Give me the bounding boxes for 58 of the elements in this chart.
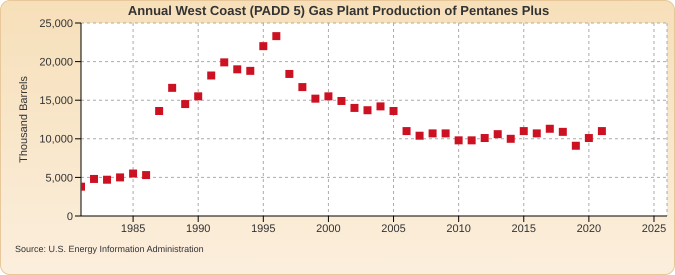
y-axis-title: Thousand Barrels [18, 76, 30, 163]
point [194, 92, 202, 100]
point [220, 58, 228, 66]
point [298, 83, 306, 92]
source-note: Source: U.S. Energy Information Administration [15, 244, 204, 254]
point [90, 174, 98, 183]
point [311, 94, 320, 103]
point [546, 124, 554, 133]
point [520, 127, 528, 136]
point [376, 102, 385, 110]
point [350, 104, 358, 112]
x-tick-label: 2020 [576, 222, 602, 235]
point [337, 96, 346, 105]
y-tick-label: 15,000 [39, 95, 73, 108]
point [259, 42, 268, 50]
y-tick-label: 10,000 [39, 134, 73, 146]
point [428, 129, 437, 138]
point [103, 176, 112, 184]
point [480, 134, 489, 142]
point [442, 129, 450, 138]
point [572, 142, 580, 150]
point [272, 32, 280, 40]
point [532, 129, 541, 138]
point [416, 132, 424, 140]
point [390, 107, 398, 116]
x-tick-label: 2005 [381, 222, 406, 235]
point [129, 170, 138, 178]
point [155, 107, 164, 116]
y-tick-label: 5,000 [45, 172, 73, 184]
point [584, 134, 593, 142]
point [494, 130, 502, 138]
point [598, 127, 606, 136]
x-tick-label: 2000 [316, 222, 341, 235]
x-tick-label: 2015 [512, 222, 536, 235]
point [558, 128, 567, 136]
point [454, 136, 463, 144]
x-tick-label: 1990 [186, 222, 210, 235]
point [142, 171, 150, 180]
point [402, 127, 411, 136]
point [181, 100, 190, 108]
point [285, 70, 294, 78]
point [506, 134, 515, 143]
chart-title: Annual West Coast (PADD 5) Gas Plant Production of Pentanes Plus [126, 3, 550, 18]
point [468, 136, 476, 144]
y-tick-label: 0 [66, 210, 73, 223]
y-tick-label: 20,000 [39, 56, 73, 69]
point [207, 71, 216, 80]
point [363, 106, 372, 114]
point [168, 84, 176, 92]
point [324, 92, 332, 100]
x-tick-label: 1995 [251, 222, 276, 235]
point [116, 173, 124, 182]
point [233, 65, 242, 74]
x-tick-label: 1985 [120, 222, 146, 235]
point [246, 66, 254, 75]
x-tick-label: 2010 [446, 222, 471, 235]
x-tick-label: 2025 [642, 222, 666, 235]
y-tick-label: 25,000 [39, 18, 73, 30]
